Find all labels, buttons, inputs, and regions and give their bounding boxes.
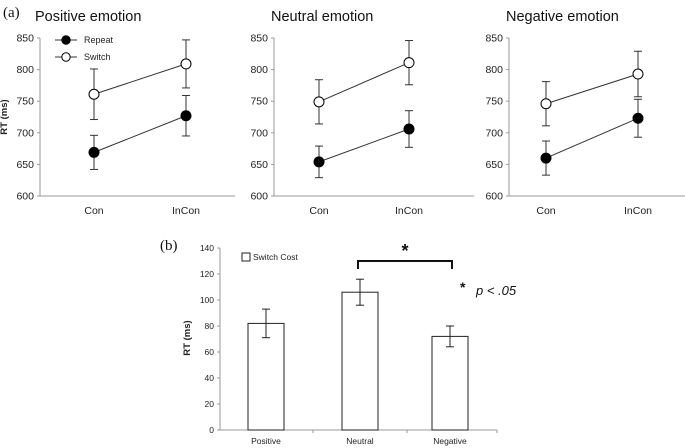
y-tick-label: 800 (485, 64, 503, 76)
data-point-repeat (540, 152, 552, 164)
y-tick-label: 120 (200, 269, 214, 279)
significance-bracket (357, 260, 453, 269)
chart-title-neutral: Neutral emotion (271, 9, 373, 25)
y-tick-label: 850 (250, 33, 268, 45)
series-line-repeat (545, 117, 639, 159)
data-point-switch (180, 58, 192, 70)
y-tick-label: 750 (16, 96, 34, 108)
significance-star: * (401, 241, 408, 261)
data-point-repeat (180, 110, 192, 122)
x-tick-label: Neutral (346, 436, 374, 446)
y-tick-label: 800 (16, 64, 34, 76)
data-point-repeat (88, 146, 100, 158)
x-tick-label: InCon (624, 205, 652, 217)
y-tick-label: 600 (485, 191, 503, 203)
legend-marker-repeat (61, 35, 71, 45)
data-point-repeat (632, 112, 644, 124)
panel-a-label: (a) (3, 5, 20, 21)
legend-label-switch: Switch (84, 52, 111, 62)
y-tick-label: 750 (250, 96, 268, 108)
y-tick-label: 650 (250, 159, 268, 171)
y-tick-label: 700 (485, 127, 503, 139)
line-chart-negative: 600 650 700 750 800 850 Con InCon (485, 33, 685, 217)
line-chart-neutral: 600 650 700 750 800 850 Con InCon (250, 33, 474, 217)
y-tick-label: 40 (205, 373, 215, 383)
data-point-repeat (403, 123, 415, 135)
line-legend: Repeat Switch (55, 35, 114, 62)
y-axis-label-b: RT (ms) (182, 320, 193, 355)
y-tick-label: 600 (250, 191, 268, 203)
chart-title-negative: Negative emotion (506, 9, 619, 25)
y-tick-label: 60 (205, 347, 215, 357)
x-tick-label: Con (536, 205, 555, 217)
legend-swatch-switch-cost (241, 252, 251, 262)
y-axis-label-a: RT (ms) (0, 99, 10, 134)
bar-positive (247, 322, 285, 431)
bar-legend: Switch Cost (241, 252, 299, 262)
legend-label-switch-cost: Switch Cost (253, 252, 299, 262)
y-tick-label: 100 (200, 295, 214, 305)
y-tick-label: 0 (209, 425, 214, 435)
note-star: * (460, 279, 466, 295)
y-tick-label: 850 (16, 33, 34, 45)
bar-chart-switch-cost: 0 20 40 60 80 100 120 140 Positive Neutral Negativ… (200, 241, 498, 446)
y-tick-label: 650 (485, 159, 503, 171)
x-tick-label: InCon (395, 205, 423, 217)
data-point-switch (313, 96, 325, 108)
y-tick-label: 140 (200, 243, 214, 253)
y-tick-label: 20 (205, 399, 215, 409)
y-tick-label: 650 (16, 159, 34, 171)
legend-label-repeat: Repeat (84, 35, 114, 45)
y-tick-label: 850 (485, 33, 503, 45)
bar-negative (431, 335, 469, 431)
y-tick-label: 750 (485, 96, 503, 108)
series-line-switch (318, 62, 410, 103)
bar-chart-layer: 0 20 40 60 80 100 120 140 Positive Neutral Negativ… (200, 241, 498, 446)
y-tick-label: 700 (250, 127, 268, 139)
line-chart-positive: 600 650 700 750 800 850 Con InCon Repeat Switch (16, 33, 235, 217)
x-tick-label: InCon (172, 205, 200, 217)
series-line-repeat (93, 115, 187, 153)
data-point-repeat (313, 156, 325, 168)
data-point-switch (88, 88, 100, 100)
significance-note: p < .05 (475, 283, 517, 298)
y-tick-label: 80 (205, 321, 215, 331)
x-tick-label: Con (84, 205, 103, 217)
data-point-switch (540, 98, 552, 110)
data-point-switch (403, 57, 415, 69)
x-tick-label: Negative (433, 436, 467, 446)
series-line-repeat (318, 128, 410, 163)
series-line-switch (93, 63, 187, 95)
y-tick-label: 800 (250, 64, 268, 76)
panel-b-label: (b) (160, 238, 178, 254)
series-line-switch (545, 73, 639, 105)
bar-neutral (341, 291, 379, 431)
data-point-switch (632, 68, 644, 80)
x-tick-label: Positive (251, 436, 281, 446)
y-tick-label: 600 (16, 191, 34, 203)
y-tick-label: 700 (16, 127, 34, 139)
x-tick-label: Con (309, 205, 328, 217)
chart-title-positive: Positive emotion (35, 9, 141, 25)
legend-marker-switch (61, 52, 71, 62)
